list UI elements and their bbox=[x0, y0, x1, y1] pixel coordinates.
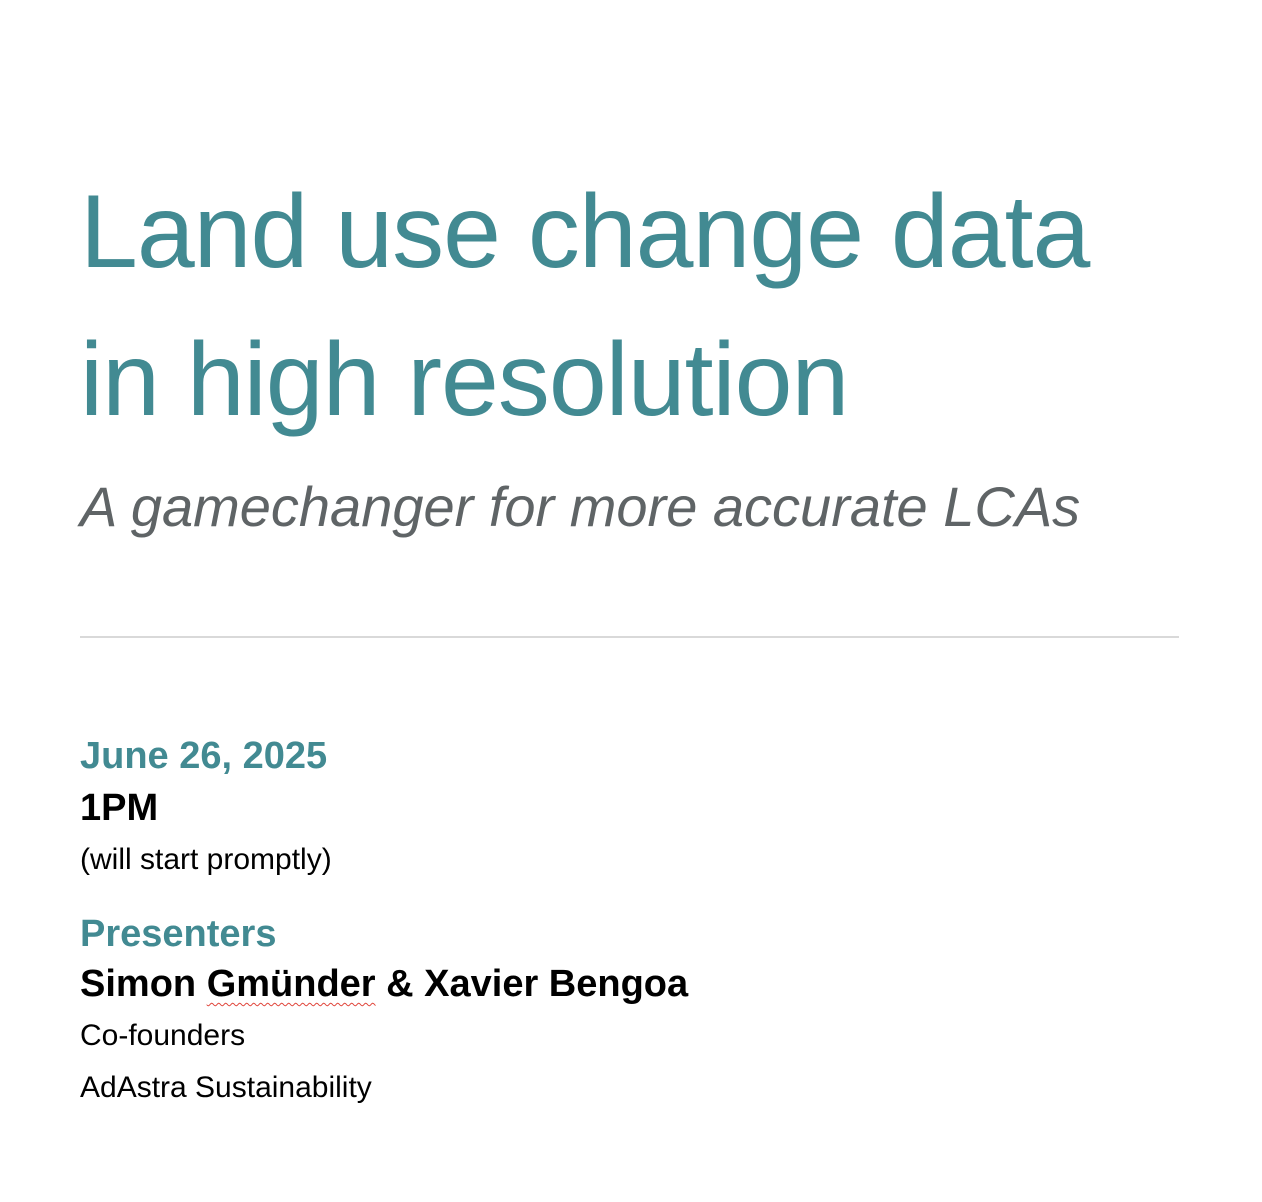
presenter-1-first-name: Simon bbox=[80, 963, 197, 1005]
presenters-organization: AdAstra Sustainability bbox=[80, 1071, 372, 1104]
presenters-role: Co-founders bbox=[80, 1019, 246, 1052]
horizontal-divider bbox=[80, 636, 1179, 638]
presenters-names: Simon Gmünder & Xavier Bengoa bbox=[80, 960, 688, 1008]
event-date: June 26, 2025 bbox=[80, 735, 328, 777]
event-time-note: (will start promptly) bbox=[80, 843, 332, 876]
title-line-2: in high resolution bbox=[80, 322, 849, 438]
presenter-1-surname-spellcheck[interactable]: Gmünder bbox=[206, 963, 376, 1005]
title-line-1: Land use change data bbox=[80, 174, 1090, 290]
presenters-heading: Presenters bbox=[80, 913, 277, 955]
event-time: 1PM bbox=[80, 787, 159, 829]
document-title: Land use change data in high resolution bbox=[80, 158, 1200, 454]
document-subtitle: A gamechanger for more accurate LCAs bbox=[80, 475, 1081, 538]
presenters-joiner: & bbox=[375, 963, 425, 1005]
presenter-2-name: Xavier Bengoa bbox=[424, 963, 689, 1005]
